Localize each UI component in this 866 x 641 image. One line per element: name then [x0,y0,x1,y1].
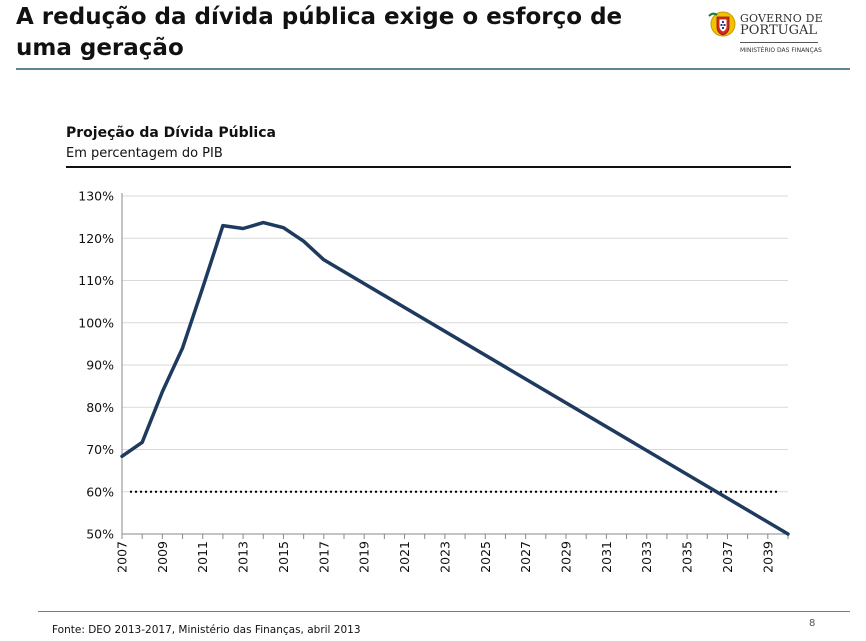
data-point-2015 [282,226,285,229]
chart-title: Projeção da Dívida Pública [66,125,276,141]
data-point-2009 [161,390,164,393]
x-tick-label-2025: 2025 [478,541,493,573]
governo-de-portugal-logo: GOVERNO DE PORTUGAL MINISTÉRIO DAS FINAN… [708,6,828,61]
x-tick-label-2037: 2037 [720,541,735,573]
data-point-2014 [262,221,265,224]
data-point-2007 [121,455,123,458]
x-tick-label-2023: 2023 [437,541,452,573]
x-tick-label-2021: 2021 [397,541,412,573]
series-line-debt-0 [120,220,790,536]
slide-title-line-1: A redução da dívida pública exige o esfo… [16,4,623,30]
x-tick-label-2011: 2011 [195,541,210,573]
y-tick-label-70: 70% [86,442,114,457]
data-point-2008 [141,441,143,444]
data-point-2016 [302,240,305,243]
x-tick-label-2039: 2039 [760,541,775,573]
y-tick-label-130: 130% [78,189,114,204]
data-point-2017 [323,258,325,261]
chart-title-rule [66,166,791,168]
page-number: 8 [809,618,816,629]
x-tick-label-2019: 2019 [357,541,372,573]
x-tick-label-2017: 2017 [316,541,331,573]
slide-title-line-2: uma geração [16,35,184,61]
footer-divider [38,611,850,612]
title-divider [16,68,850,70]
logo-line-governo: GOVERNO DE [740,12,823,25]
logo-divider [740,42,818,43]
x-tick-label-2035: 2035 [680,541,695,573]
source-note: Fonte: DEO 2013-2017, Ministério das Fin… [52,624,361,636]
x-tick-label-2033: 2033 [639,541,654,573]
x-tick-label-2031: 2031 [599,541,614,573]
logo-line-ministerio: MINISTÉRIO DAS FINANÇAS [740,47,822,54]
x-tick-label-2015: 2015 [276,541,291,573]
x-tick-label-2027: 2027 [518,541,533,573]
y-tick-label-110: 110% [78,273,114,288]
y-tick-label-100: 100% [78,315,114,330]
data-point-2013 [242,227,244,230]
data-point-2040 [787,533,789,535]
y-tick-label-80: 80% [86,400,114,415]
slide-title: A redução da dívida pública exige o esfo… [16,2,676,64]
debt-projection-chart: 50% 60% 70% 80% 90% 100% 110% 120% 130% 2007 2009 2… [78,189,790,573]
y-tick-label-50: 50% [86,527,114,542]
data-point-2012 [222,224,224,227]
data-point-2011 [201,286,204,289]
portugal-coat-of-arms-icon [708,11,736,37]
x-tick-label-2007: 2007 [115,541,130,573]
y-tick-label-60: 60% [86,484,114,499]
logo-line-portugal: PORTUGAL [740,23,817,38]
y-tick-label-90: 90% [86,358,114,373]
chart-subtitle: Em percentagem do PIB [66,146,223,161]
y-tick-label-120: 120% [78,231,114,246]
data-point-2010 [181,347,184,349]
x-tick-label-2029: 2029 [559,541,574,573]
x-tick-label-2013: 2013 [236,541,251,573]
x-tick-label-2009: 2009 [155,541,170,573]
